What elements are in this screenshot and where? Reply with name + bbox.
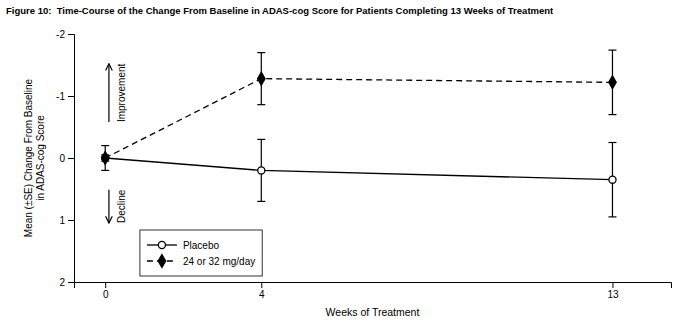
x-tick: 4: [259, 282, 265, 300]
error-bar-cap: [608, 50, 616, 51]
data-point: [258, 72, 265, 85]
y-tick-label: 1: [59, 215, 65, 226]
y-axis: -2 -1 0 1 2: [56, 29, 74, 288]
x-axis: 0 4 13: [75, 282, 672, 300]
error-bar-cap: [608, 216, 616, 217]
annotation-text: Improvement: [116, 64, 127, 123]
series-0: [101, 139, 616, 217]
error-bar: [608, 50, 616, 114]
x-tick-mark: [612, 282, 613, 288]
x-tick-label: 13: [607, 289, 619, 300]
chart-title: Figure 10: Time-Course of the Change Fro…: [6, 5, 554, 16]
y-tick-mark: [68, 158, 74, 159]
error-bar-cap: [101, 170, 109, 171]
plot-area: 0 4 13 -2 -1 0 1 2 Weeks of Treatment Mean (±SE) …: [23, 29, 672, 318]
legend-label: 24 or 32 mg/day: [183, 256, 255, 267]
x-axis-title: Weeks of Treatment: [326, 306, 420, 318]
chart-svg: Figure 10: Time-Course of the Change Fro…: [0, 0, 691, 326]
series-line: [105, 158, 612, 180]
x-tick-mark: [261, 282, 262, 288]
y-tick-mark: [68, 282, 74, 283]
x-tick: 13: [607, 282, 619, 300]
y-axis-line: [68, 35, 75, 283]
y-tick-label: 0: [59, 153, 65, 164]
legend-frame: [140, 230, 262, 276]
x-tick-mark: [105, 282, 106, 288]
annotations: Improvement Decline: [109, 64, 128, 224]
error-bar-cap: [101, 145, 109, 146]
error-bar-cap: [257, 52, 265, 53]
x-axis-line: [75, 283, 672, 289]
data-point: [258, 167, 265, 174]
series-line: [105, 79, 612, 158]
data-point: [609, 76, 616, 89]
legend-item: Placebo: [147, 240, 220, 251]
y-tick: 1: [59, 215, 74, 226]
error-bar: [101, 146, 109, 171]
x-tick: 0: [103, 282, 109, 300]
legend-marker: [158, 241, 165, 248]
data-layer: [101, 50, 616, 217]
y-tick: -1: [56, 91, 74, 102]
y-tick-mark: [68, 34, 74, 35]
legend: Placebo 24 or 32 mg/day: [140, 230, 262, 276]
y-tick-mark: [68, 96, 74, 97]
y-tick: -2: [56, 29, 74, 40]
x-tick-label: 0: [103, 289, 109, 300]
error-bar-cap: [608, 142, 616, 143]
y-tick-label: -2: [56, 29, 65, 40]
data-point: [101, 152, 108, 165]
y-tick-label: 2: [59, 277, 65, 288]
error-bar-cap: [257, 201, 265, 202]
error-bar: [608, 143, 616, 217]
y-tick: 2: [59, 277, 74, 288]
error-bar-cap: [608, 114, 616, 115]
annotation-arrow: [108, 190, 109, 223]
error-bar-cap: [257, 104, 265, 105]
error-bar-cap: [257, 139, 265, 140]
error-bar: [257, 139, 265, 201]
y-axis-title: Mean (±SE) Change From Baselinein ADAS-c…: [23, 78, 46, 237]
x-tick-label: 4: [259, 289, 265, 300]
legend-item: 24 or 32 mg/day: [147, 255, 255, 268]
series-1: [101, 50, 616, 164]
y-tick-mark: [68, 220, 74, 221]
y-tick: 0: [59, 153, 74, 164]
y-tick-label: -1: [56, 91, 65, 102]
error-bar: [257, 53, 265, 105]
data-point: [609, 176, 616, 183]
annotation-text: Decline: [116, 189, 127, 223]
legend-label: Placebo: [183, 240, 220, 251]
annotation-arrow: [108, 64, 109, 122]
legend-marker: [158, 255, 165, 268]
